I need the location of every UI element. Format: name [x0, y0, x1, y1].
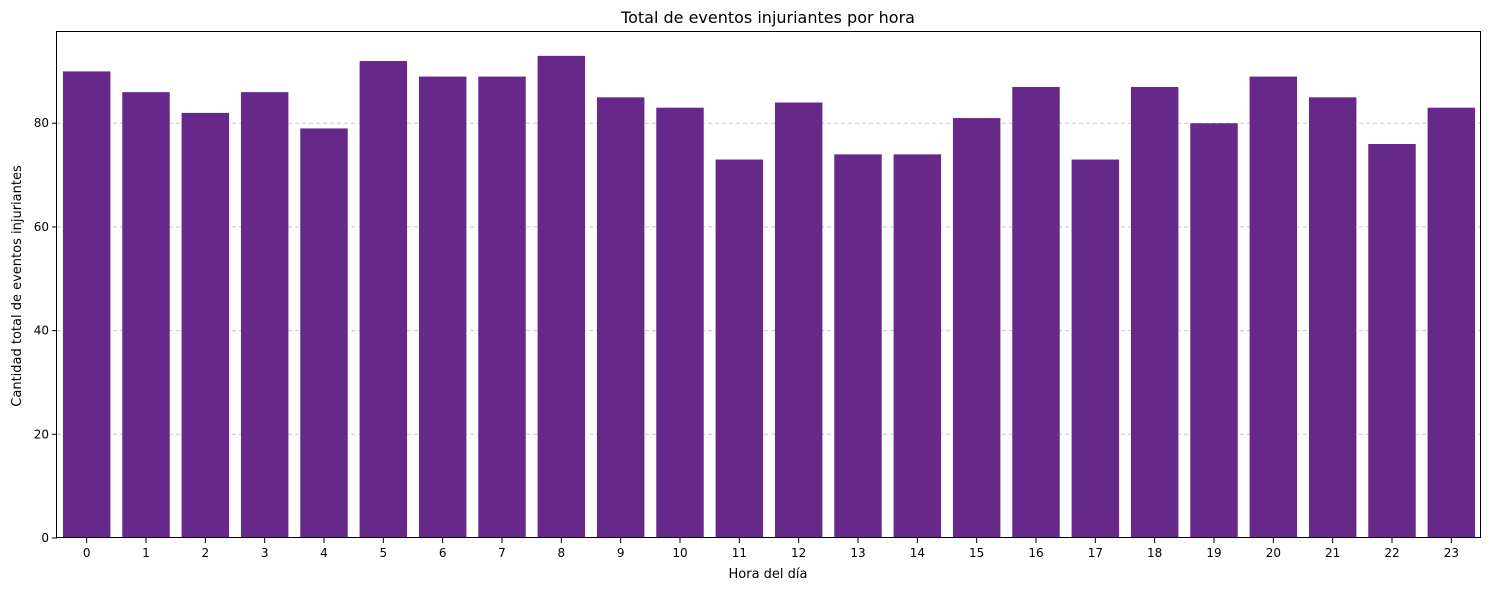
bar-hour-6	[418, 76, 467, 539]
bar-hour-2	[181, 112, 230, 539]
bar-hour-22	[1368, 143, 1416, 538]
y-tick-label: 40	[34, 324, 49, 338]
bar-hour-7	[478, 76, 526, 539]
bar-hour-12	[774, 102, 823, 539]
x-tick-label: 5	[380, 546, 388, 560]
bar-hour-3	[240, 92, 289, 538]
x-tick-label: 15	[969, 546, 984, 560]
bar-hour-23	[1427, 107, 1476, 538]
x-tick-label: 10	[672, 546, 687, 560]
x-tick-label: 19	[1206, 546, 1221, 560]
x-tick-label: 21	[1325, 546, 1340, 560]
x-tick-label: 4	[320, 546, 328, 560]
bar-hour-15	[952, 118, 1001, 539]
x-tick-label: 3	[261, 546, 269, 560]
bar-hour-14	[893, 154, 942, 538]
bar-hour-18	[1130, 86, 1179, 538]
x-tick-label: 13	[850, 546, 865, 560]
grid-lines	[57, 122, 1481, 435]
bar-hour-9	[596, 97, 645, 539]
bar-hour-17	[1071, 159, 1120, 539]
x-tick-label: 6	[439, 546, 447, 560]
y-axis: 0 20 40 60 80	[34, 116, 57, 545]
chart-title: Total de eventos injuriantes por hora	[620, 8, 915, 27]
bar-hour-1	[122, 92, 170, 538]
x-tick-label: 22	[1384, 546, 1399, 560]
bar-hour-11	[715, 159, 764, 539]
bar-hour-19	[1190, 123, 1238, 538]
y-tick-label: 20	[34, 427, 49, 441]
x-tick-label: 20	[1266, 546, 1281, 560]
x-tick-label: 16	[1028, 546, 1043, 560]
x-tick-label: 17	[1088, 546, 1103, 560]
bar-hour-0	[62, 71, 111, 538]
x-tick-label: 11	[732, 546, 747, 560]
bars	[62, 55, 1476, 539]
bar-hour-20	[1249, 76, 1298, 539]
x-tick-label: 14	[910, 546, 925, 560]
x-tick-label: 18	[1147, 546, 1162, 560]
x-axis-label: Hora del día	[729, 567, 808, 582]
x-tick-label: 0	[83, 546, 91, 560]
x-tick-label: 2	[202, 546, 210, 560]
bar-hour-13	[834, 154, 882, 538]
x-axis: 0 1 2 3 4 5 6 7 8 9 10 11 12 13 14 15 16 17 18 19 20 21 22 23	[83, 538, 1459, 560]
bar-hour-10	[656, 107, 704, 538]
y-axis-label: Cantidad total de eventos injuriantes	[10, 165, 25, 407]
x-tick-label: 1	[142, 546, 150, 560]
x-tick-label: 7	[498, 546, 506, 560]
x-tick-label: 8	[558, 546, 566, 560]
x-tick-label: 12	[791, 546, 806, 560]
bar-hour-21	[1308, 97, 1357, 539]
bar-hour-8	[537, 55, 586, 539]
plot-frame	[56, 31, 1481, 538]
bar-hour-5	[359, 61, 408, 539]
x-tick-label: 9	[617, 546, 625, 560]
bar-hour-4	[300, 128, 348, 538]
bar-hour-16	[1012, 86, 1060, 538]
y-tick-label: 0	[41, 531, 49, 545]
y-tick-label: 60	[34, 220, 49, 234]
y-tick-label: 80	[34, 116, 49, 130]
x-tick-label: 23	[1444, 546, 1459, 560]
